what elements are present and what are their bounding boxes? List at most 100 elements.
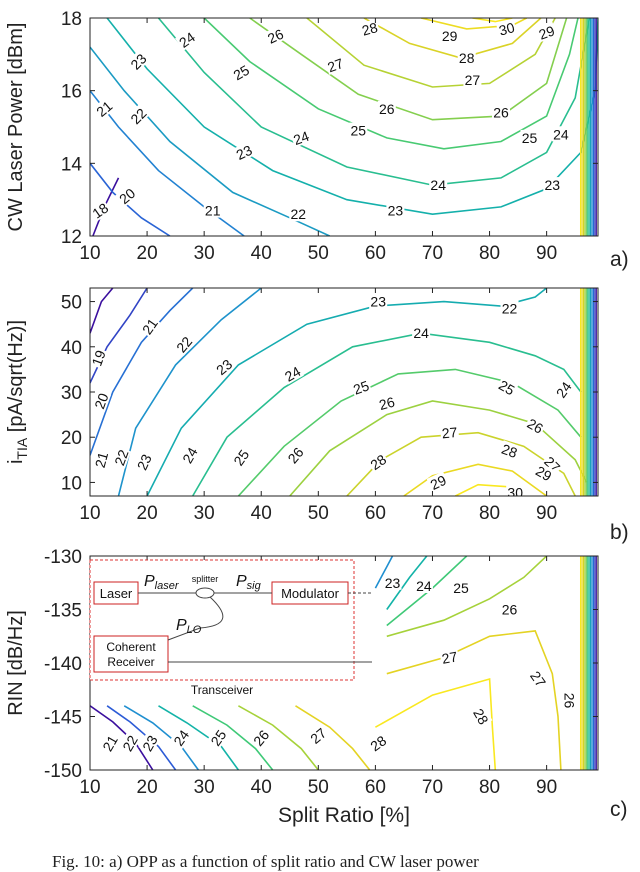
contour-label-bg — [110, 446, 132, 469]
x-tick-label: 10 — [79, 243, 100, 264]
contour-line-26 — [249, 18, 568, 121]
contour-label: 22 — [172, 332, 195, 356]
y-tick-label: -150 — [44, 761, 82, 782]
contour-label-bg — [439, 423, 460, 441]
contour-label: 25 — [206, 725, 230, 750]
contour-label-bg — [540, 452, 565, 476]
x-tick-label: 50 — [308, 777, 329, 798]
contour-line-23 — [123, 705, 200, 770]
contour-line-23b — [374, 556, 394, 589]
receiver-label: Receiver — [107, 655, 154, 669]
contour-line-26b — [386, 556, 548, 638]
contour-label-bg — [280, 362, 304, 385]
contour-label-text: 25 — [496, 377, 518, 399]
contour-label: 26 — [263, 25, 287, 47]
contour-label-bg — [492, 104, 510, 120]
contour-label-bg — [412, 325, 431, 341]
contour-label: 21 — [98, 731, 121, 755]
contour-label-bg — [369, 293, 388, 309]
contour-label-text: 23 — [370, 294, 386, 310]
contour-label: 28 — [366, 450, 390, 473]
y-axis-label: RIN [dB/Hz] — [5, 610, 27, 716]
contour-label-text: 26 — [524, 415, 546, 437]
x-tick-label: 30 — [194, 503, 215, 524]
contour-label-text: 26 — [265, 26, 286, 47]
figure-caption: Fig. 10: a) OPP as a function of split r… — [52, 852, 479, 871]
contour-label-text: 23 — [545, 177, 561, 193]
x-tick-label: 10 — [79, 503, 100, 524]
contour-label-bg — [498, 440, 521, 461]
contour-label: 27 — [439, 648, 460, 667]
splitter-label: splitter — [192, 574, 219, 584]
y-tick-label: 10 — [61, 473, 82, 494]
contour-line-23 — [106, 18, 598, 216]
contour-label: 26 — [492, 104, 510, 121]
contour-label: 23 — [138, 731, 161, 755]
contour-label-bg — [527, 667, 550, 691]
contour-label: 23 — [369, 293, 388, 310]
contour-label-text: 23 — [234, 142, 255, 163]
contour-label-bg — [495, 18, 518, 38]
contour-label: 21 — [91, 449, 111, 471]
contour-label-bg — [426, 471, 450, 493]
contour-line-25 — [203, 18, 579, 150]
contour-label-text: 24 — [291, 128, 311, 148]
contour-label-bg — [535, 21, 558, 43]
contour-label-text: 22 — [119, 732, 141, 754]
y-tick-label: -135 — [44, 601, 82, 622]
contour-label: 25 — [349, 376, 372, 398]
contour-label-text: 25 — [453, 580, 469, 596]
contour-label: 25 — [452, 580, 470, 596]
y-tick-label: 30 — [61, 383, 82, 404]
contour-label-bg — [414, 578, 433, 593]
contour-label-bg — [324, 54, 347, 75]
contour-label-text: 27 — [441, 424, 458, 441]
panel-b: 1920212122222223232324242424252525262626… — [5, 287, 599, 524]
x-tick-label: 30 — [194, 243, 215, 264]
contour-label-bg — [92, 96, 116, 120]
y-tick-label: 16 — [61, 82, 82, 103]
modulator-label: Modulator — [281, 586, 339, 601]
contour-label-bg — [551, 126, 570, 142]
contour-label-text: 23 — [139, 732, 161, 754]
contour-label-bg — [523, 414, 547, 437]
contour-label: 21 — [92, 96, 116, 120]
contour-line-25 — [192, 705, 274, 770]
contour-label: 18 — [90, 198, 112, 222]
contour-line-22 — [106, 705, 177, 770]
contour-label: 29 — [440, 28, 459, 44]
contour-label-text: 22 — [291, 206, 307, 222]
contour-label: 26 — [377, 100, 396, 117]
contour-label: 27 — [306, 723, 330, 747]
contour-label-text: 23 — [134, 451, 155, 472]
lo-line — [167, 596, 224, 641]
contour-label-bg — [263, 25, 287, 47]
contour-line-24 — [158, 705, 240, 770]
contour-label-bg — [500, 300, 519, 316]
y-tick-label: 50 — [61, 293, 82, 314]
contour-label: 30 — [506, 484, 525, 496]
contour-label-text: 25 — [351, 123, 367, 139]
contour-label: 20 — [115, 184, 139, 208]
contour-label-bg — [115, 184, 139, 208]
x-tick-label: 70 — [422, 243, 443, 264]
contour-line-22 — [117, 288, 262, 496]
receiver-label: Coherent — [106, 640, 156, 654]
contour-label: 24 — [178, 443, 201, 467]
panel-tag: b) — [610, 521, 629, 544]
contour-label-text: 24 — [416, 578, 432, 594]
contour-label: 25 — [349, 122, 368, 139]
contour-label-text: 30 — [497, 19, 516, 39]
receiver-box — [93, 635, 169, 673]
contour-label-text: 22 — [502, 300, 518, 316]
contour-label-text: 25 — [231, 62, 253, 84]
p-laser-label: Plaser — [144, 573, 180, 592]
contour-label-bg — [552, 377, 575, 402]
contour-label-bg — [532, 461, 556, 484]
x-tick-label: 90 — [536, 777, 557, 798]
contour-label-text: 21 — [92, 450, 112, 469]
contour-label-bg — [506, 484, 525, 496]
contour-label-bg — [283, 443, 307, 467]
